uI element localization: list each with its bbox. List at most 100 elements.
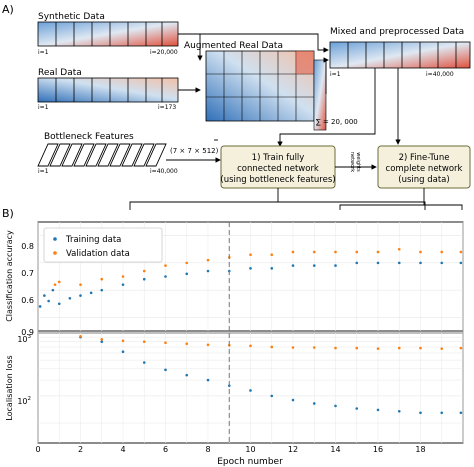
loss-training-point bbox=[312, 402, 316, 405]
loss-validation-point bbox=[312, 346, 316, 349]
mixed-i-end: i=40,000 bbox=[426, 71, 454, 78]
accuracy-y-ticks: 0.6 0.7 0.8 0.9 bbox=[21, 242, 34, 337]
loss-validation-point bbox=[291, 346, 295, 349]
accuracy-validation-point bbox=[376, 250, 380, 254]
accuracy-training-point bbox=[249, 267, 252, 270]
accuracy-validation-point bbox=[142, 269, 146, 273]
accuracy-y-label: Classification accuracy bbox=[5, 230, 14, 322]
train-box-line3: (using bottleneck features) bbox=[220, 175, 335, 185]
xtick-6: 6 bbox=[163, 445, 168, 454]
accuracy-training-point bbox=[206, 269, 210, 273]
loss-ytick-2-exp: 2 bbox=[28, 396, 32, 402]
accuracy-ytick-3: 0.9 bbox=[21, 328, 34, 337]
x-ticks: 0 2 4 6 8 10 12 14 16 18 bbox=[35, 445, 425, 454]
loss-training-point bbox=[440, 411, 444, 415]
grid-layer bbox=[37, 222, 464, 443]
loss-validation-point bbox=[397, 346, 401, 350]
accuracy-validation-point bbox=[397, 247, 401, 251]
panel-a-arrows bbox=[178, 33, 401, 147]
panel-b-brackets bbox=[129, 188, 463, 210]
loss-validation-point bbox=[334, 346, 337, 350]
accuracy-validation-point bbox=[312, 250, 316, 254]
loss-y-ticks: 102 103 bbox=[17, 334, 31, 406]
panel-b-label: B) bbox=[2, 207, 14, 220]
accuracy-training-point bbox=[312, 264, 316, 267]
bottleneck-stack bbox=[37, 143, 167, 167]
accuracy-training-point bbox=[68, 297, 72, 300]
accuracy-validation-point bbox=[79, 283, 82, 286]
loss-validation-point bbox=[164, 341, 167, 345]
loss-validation-point bbox=[206, 343, 210, 347]
finetune-box-line2: complete network bbox=[386, 164, 463, 174]
loss-training-point bbox=[142, 361, 146, 364]
accuracy-validation-point bbox=[57, 280, 61, 284]
loss-validation-point bbox=[249, 344, 252, 348]
weights-label-1: network bbox=[349, 152, 355, 172]
loss-training-point bbox=[419, 411, 422, 415]
accuracy-validation-point bbox=[291, 250, 295, 254]
loss-validation-point bbox=[376, 347, 380, 350]
accuracy-validation-point bbox=[121, 275, 125, 278]
xtick-16: 16 bbox=[373, 445, 383, 454]
synthetic-data-strip bbox=[37, 21, 179, 47]
loss-training-point bbox=[185, 373, 189, 377]
legend-validation-marker bbox=[53, 251, 57, 255]
synthetic-data-title: Synthetic Data bbox=[38, 12, 105, 22]
accuracy-validation-point bbox=[185, 261, 189, 265]
bottleneck-i-start: i=1 bbox=[38, 168, 49, 175]
legend-box bbox=[43, 227, 163, 263]
accuracy-training-point bbox=[47, 299, 50, 303]
accuracy-training-point bbox=[185, 272, 189, 276]
loss-validation-point bbox=[121, 339, 125, 343]
accuracy-training-point bbox=[376, 261, 380, 265]
real-i-start: i=1 bbox=[38, 104, 49, 111]
loss-validation-point bbox=[100, 338, 104, 341]
bottleneck-i-end: i=40,000 bbox=[150, 168, 178, 175]
mixed-data-title: Mixed and preprocessed Data bbox=[330, 27, 464, 37]
accuracy-validation-point bbox=[440, 250, 444, 254]
accuracy-training-point bbox=[43, 294, 46, 297]
loss-training-point bbox=[397, 409, 401, 413]
accuracy-ytick-2: 0.8 bbox=[21, 242, 34, 251]
accuracy-training-point bbox=[79, 294, 82, 297]
loss-validation-point bbox=[355, 346, 359, 350]
accuracy-validation-point bbox=[100, 277, 104, 281]
finetune-box-line3: (using data) bbox=[398, 175, 449, 185]
loss-ytick-3-base-text: 10 bbox=[17, 335, 27, 344]
loss-training-point bbox=[270, 394, 274, 398]
accuracy-validation-point bbox=[249, 253, 252, 256]
accuracy-validation-point bbox=[334, 250, 337, 254]
xtick-0: 0 bbox=[35, 445, 40, 454]
loss-validation-point bbox=[142, 340, 146, 344]
loss-validation-point bbox=[440, 347, 444, 350]
accuracy-training-point bbox=[51, 288, 55, 292]
accuracy-validation-point bbox=[419, 250, 422, 254]
accuracy-training-point bbox=[459, 261, 463, 265]
accuracy-training-point bbox=[334, 264, 337, 267]
synthetic-i-start: i=1 bbox=[38, 49, 49, 56]
loss-training-point bbox=[376, 408, 380, 412]
accuracy-training-point bbox=[419, 261, 422, 265]
train-box-line2: connected network bbox=[237, 164, 319, 174]
xtick-12: 12 bbox=[288, 445, 298, 454]
loss-training-point bbox=[164, 368, 167, 372]
real-data-title: Real Data bbox=[38, 68, 82, 78]
train-box-line1: 1) Train fully bbox=[252, 153, 305, 163]
augmented-data-title: Augmented Real Data bbox=[184, 41, 283, 51]
accuracy-training-point bbox=[57, 302, 61, 306]
loss-training-point bbox=[206, 378, 210, 382]
accuracy-training-point bbox=[38, 305, 42, 308]
accuracy-training-point bbox=[100, 288, 104, 292]
xtick-4: 4 bbox=[120, 445, 125, 454]
accuracy-training-point bbox=[291, 264, 295, 267]
real-i-end: i=173 bbox=[158, 104, 176, 111]
accuracy-validation-point bbox=[459, 250, 463, 254]
accuracy-training-point bbox=[121, 283, 125, 286]
loss-validation-point bbox=[185, 342, 189, 346]
loss-training-point bbox=[249, 389, 252, 392]
accuracy-training-point bbox=[440, 261, 444, 265]
accuracy-training-point bbox=[89, 291, 93, 295]
accuracy-training-point bbox=[164, 275, 167, 278]
accuracy-training-point bbox=[270, 267, 274, 270]
augmented-data-grid bbox=[205, 50, 327, 131]
